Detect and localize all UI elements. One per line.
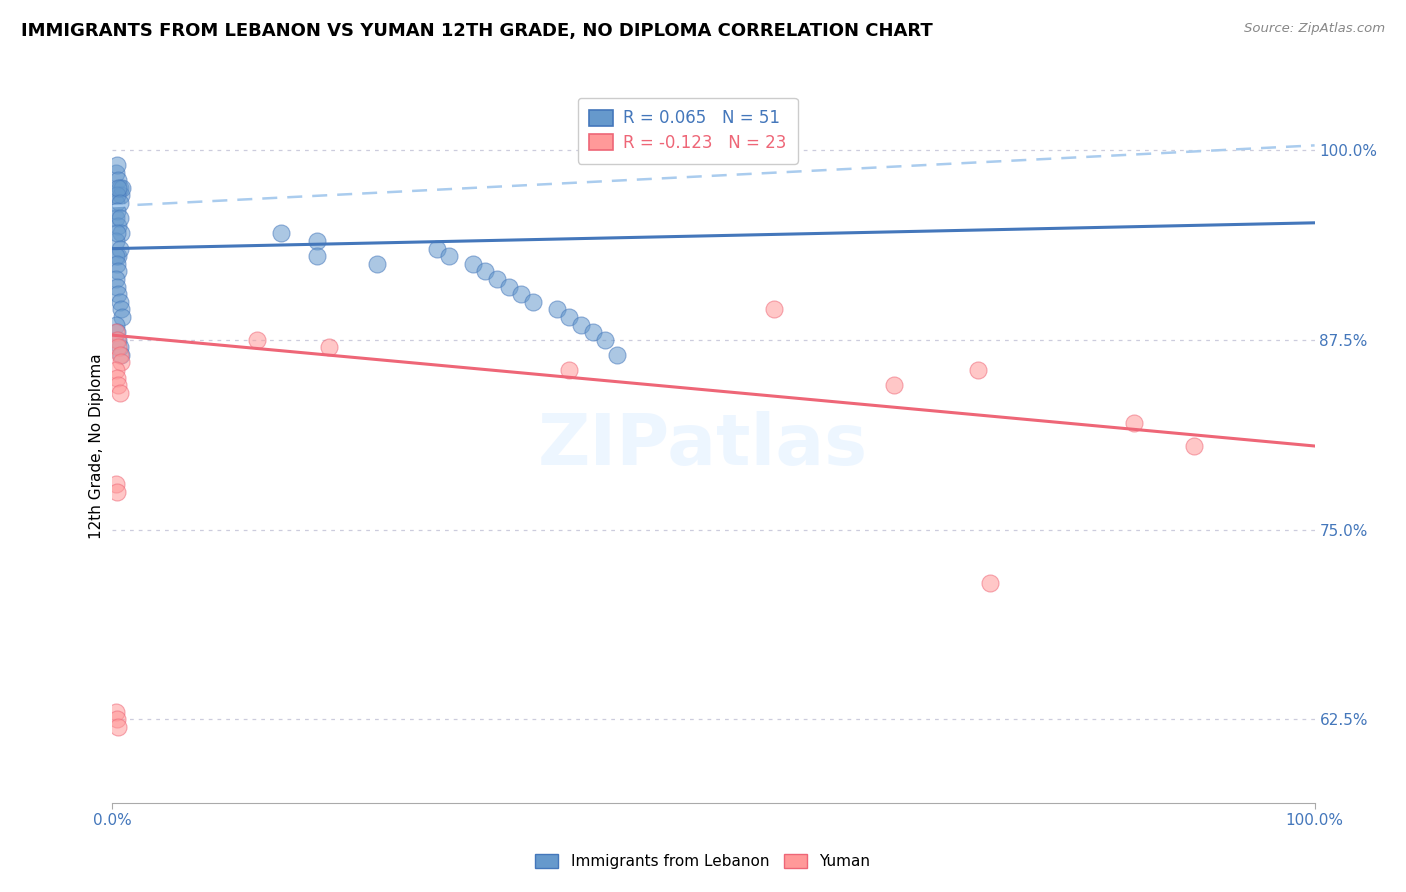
Point [107,181,129,195]
Point [105,249,128,263]
Point [582,325,605,339]
Point [105,370,128,384]
Point [569,318,592,332]
Point [105,477,128,491]
Point [105,166,128,180]
Point [107,333,129,347]
Point [108,348,131,362]
Point [105,333,128,347]
Point [105,227,128,241]
Point [105,363,128,377]
Point [426,242,449,256]
Point [498,279,520,293]
Point [107,720,129,734]
Point [108,340,131,354]
Y-axis label: 12th Grade, No Diploma: 12th Grade, No Diploma [89,353,104,539]
Point [105,484,128,499]
Point [318,340,340,354]
Point [110,302,132,317]
Point [461,257,484,271]
Point [107,378,129,392]
Point [305,234,328,248]
Point [108,294,131,309]
Point [111,310,134,324]
Point [110,188,132,202]
Text: IMMIGRANTS FROM LEBANON VS YUMAN 12TH GRADE, NO DIPLOMA CORRELATION CHART: IMMIGRANTS FROM LEBANON VS YUMAN 12TH GR… [21,22,932,40]
Point [762,302,785,317]
Point [108,211,131,226]
Point [366,257,388,271]
Point [107,264,129,278]
Point [105,203,128,218]
Point [246,333,269,347]
Point [107,340,129,354]
Point [110,348,132,362]
Point [105,234,128,248]
Point [522,294,544,309]
Point [979,575,1001,590]
Point [110,355,132,369]
Point [105,272,128,286]
Point [606,348,628,362]
Point [105,158,128,172]
Point [105,279,128,293]
Point [883,378,905,392]
Point [105,196,128,211]
Point [437,249,460,263]
Point [108,181,131,195]
Point [108,196,131,211]
Point [270,227,292,241]
Point [110,227,132,241]
Point [105,325,128,339]
Point [558,363,581,377]
Point [108,385,131,400]
Legend: Immigrants from Lebanon, Yuman: Immigrants from Lebanon, Yuman [530,847,876,875]
Point [105,257,128,271]
Point [1184,439,1206,453]
Point [105,705,128,719]
Point [486,272,509,286]
Point [105,325,128,339]
Point [510,287,533,301]
Point [107,287,129,301]
Legend: R = 0.065   N = 51, R = -0.123   N = 23: R = 0.065 N = 51, R = -0.123 N = 23 [578,97,797,163]
Point [558,310,581,324]
Text: ZIPatlas: ZIPatlas [538,411,868,481]
Point [474,264,496,278]
Point [595,333,617,347]
Point [105,188,128,202]
Point [108,242,131,256]
Point [105,211,128,226]
Point [107,173,129,187]
Point [305,249,328,263]
Point [546,302,568,317]
Text: Source: ZipAtlas.com: Source: ZipAtlas.com [1244,22,1385,36]
Point [967,363,990,377]
Point [105,318,128,332]
Point [105,712,128,726]
Point [1123,416,1146,430]
Point [111,181,134,195]
Point [107,249,129,263]
Point [107,219,129,233]
